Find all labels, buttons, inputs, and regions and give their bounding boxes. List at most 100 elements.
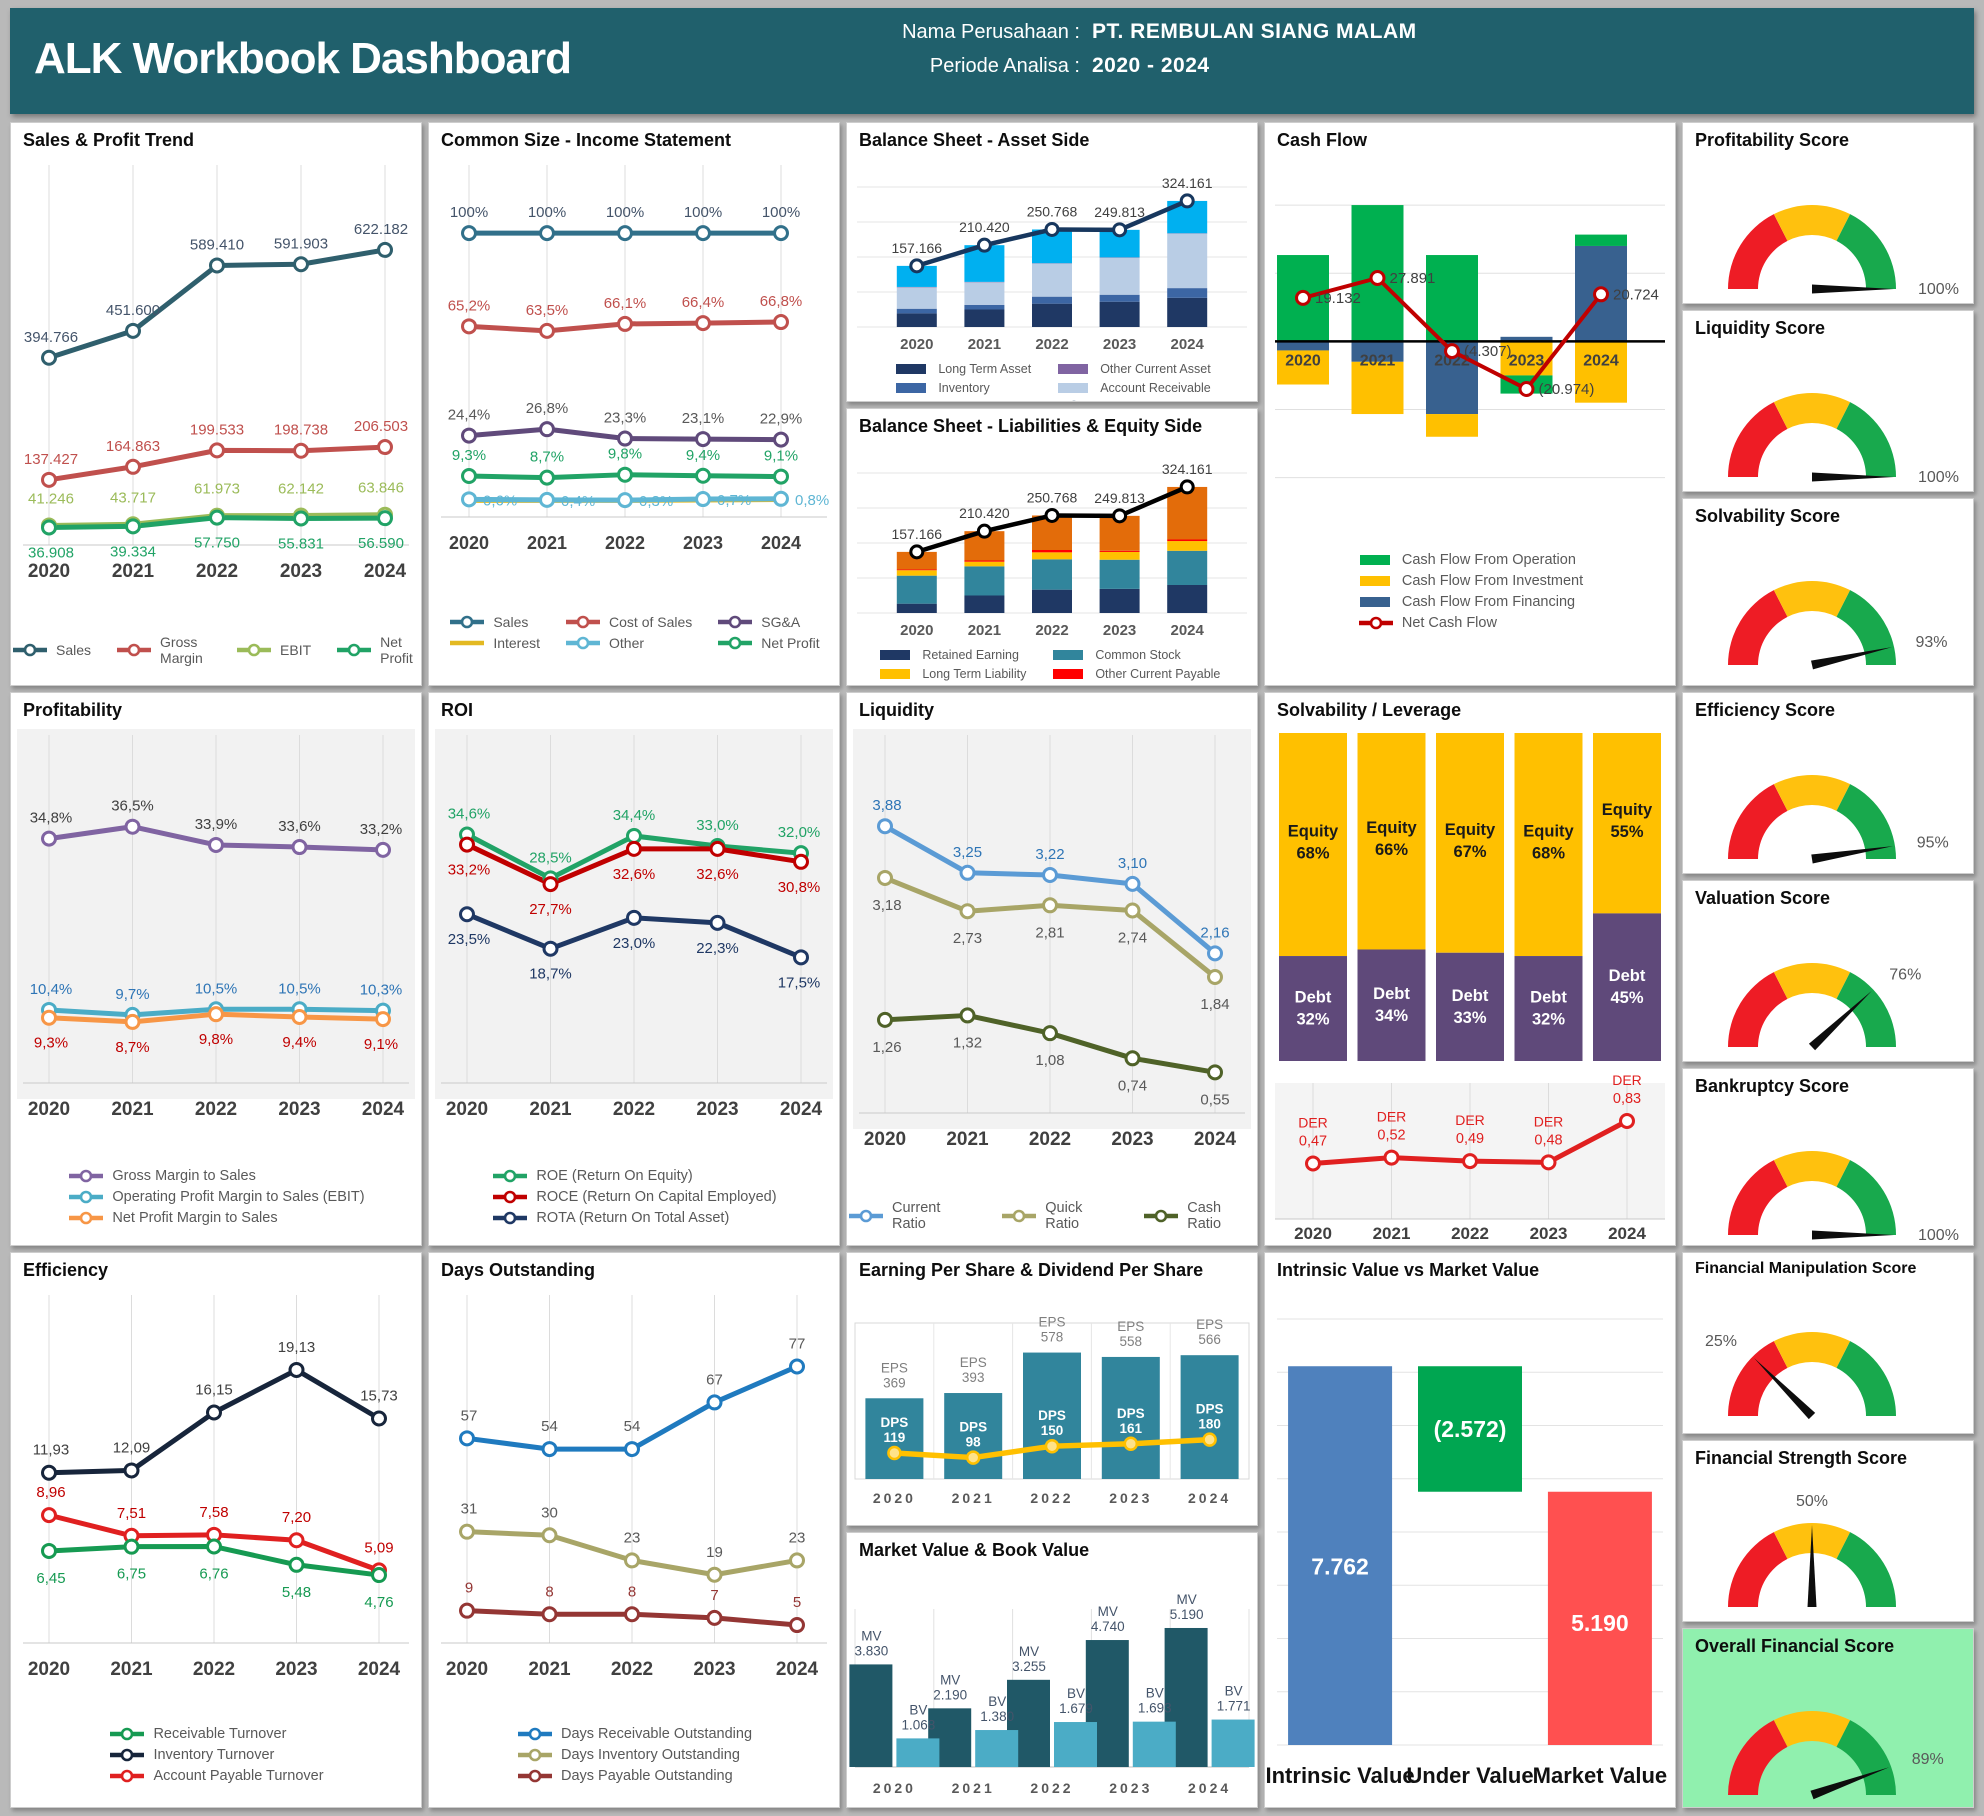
panel-title: Liquidity Score [1695, 318, 1826, 338]
legend-item: Net Profit [335, 634, 421, 666]
svg-text:17,5%: 17,5% [778, 974, 821, 991]
panel-valuation-score: Valuation Score 76% [1682, 880, 1974, 1062]
panel-overall-financial-score: Overall Financial Score 89% [1682, 1628, 1974, 1808]
panel-days-outstanding: Days Outstanding 57 54 54 67 77 31 30 23 19 23 9 8 8… [428, 1252, 840, 1808]
svg-text:369: 369 [883, 1375, 906, 1390]
svg-text:77: 77 [789, 1336, 806, 1353]
svg-text:20.724: 20.724 [1613, 286, 1659, 303]
svg-text:2020: 2020 [28, 561, 70, 582]
svg-text:566: 566 [1198, 1332, 1221, 1347]
roi-chart: 34,6% 28,5% 34,4% 33,0% 32,0% 33,2% 27,7% 32,6%… [429, 723, 839, 1164]
svg-text:Debt: Debt [1373, 985, 1410, 1003]
svg-text:5: 5 [793, 1594, 801, 1611]
svg-text:DPS: DPS [959, 1420, 987, 1435]
panel-title: Liquidity [859, 700, 934, 720]
svg-text:8,96: 8,96 [36, 1484, 65, 1501]
svg-text:2023: 2023 [693, 1659, 735, 1680]
svg-text:4,76: 4,76 [364, 1594, 393, 1611]
legend-label: Long Term Liability [922, 667, 1027, 681]
svg-text:36.908: 36.908 [28, 544, 74, 561]
legend-label: Current Ratio [892, 1200, 941, 1232]
panel-title: Common Size - Income Statement [441, 130, 732, 150]
legend-item: Other Current Payable [1050, 667, 1226, 681]
svg-text:66%: 66% [1375, 841, 1408, 859]
legend-label: Sales [493, 614, 529, 630]
svg-text:7,20: 7,20 [282, 1509, 311, 1526]
svg-text:EPS: EPS [960, 1355, 987, 1370]
svg-text:BV: BV [1225, 1684, 1243, 1699]
panel-solvability-score: Solvability Score 93% [1682, 498, 1974, 686]
svg-text:MV: MV [861, 1628, 881, 1643]
svg-text:3,10: 3,10 [1118, 855, 1147, 872]
valuation-score-gauge: 76% [1683, 911, 1973, 1061]
legend-label: Days Payable Outstanding [560, 1768, 733, 1784]
svg-text:25%: 25% [1705, 1333, 1737, 1350]
svg-text:100%: 100% [450, 204, 488, 221]
svg-text:137.427: 137.427 [24, 451, 78, 468]
svg-text:2024: 2024 [1583, 352, 1619, 369]
legend-label: EBIT [280, 642, 312, 658]
svg-text:DPS: DPS [1038, 1408, 1066, 1423]
legend-label: Common Stock [1095, 648, 1181, 662]
svg-text:578: 578 [1041, 1330, 1064, 1345]
svg-text:66,4%: 66,4% [682, 294, 725, 311]
svg-text:2023: 2023 [278, 1099, 320, 1120]
panel-profitability-score: Profitability Score 100% [1682, 122, 1974, 304]
period-value: 2020 - 2024 [1092, 54, 1210, 77]
legend-label: Quick Ratio [1045, 1200, 1083, 1232]
svg-text:2024: 2024 [358, 1659, 401, 1680]
svg-text:2020: 2020 [449, 533, 489, 553]
svg-text:67: 67 [706, 1371, 723, 1388]
panel-title: Balance Sheet - Asset Side [859, 130, 1090, 150]
svg-text:2023: 2023 [280, 561, 322, 582]
panel-title: Financial Strength Score [1695, 1448, 1908, 1468]
legend-label: SG&A [761, 614, 801, 630]
svg-text:39.334: 39.334 [110, 543, 156, 560]
legend-label: Cash Flow From Operation [1401, 552, 1576, 568]
svg-text:0,48: 0,48 [1534, 1132, 1562, 1148]
svg-text:324.161: 324.161 [1162, 461, 1213, 477]
svg-text:66,8%: 66,8% [760, 293, 803, 310]
svg-text:589.410: 589.410 [190, 236, 244, 253]
legend-item: Other Current Asset [1055, 362, 1211, 376]
svg-text:23,0%: 23,0% [613, 935, 656, 952]
legend-label: Receivable Turnover [153, 1726, 287, 1742]
svg-text:50%: 50% [1796, 1493, 1828, 1510]
panel-balance-liabilities: Balance Sheet - Liabilities & Equity Sid… [846, 408, 1258, 686]
svg-text:10,5%: 10,5% [278, 980, 321, 997]
svg-text:DER: DER [1455, 1112, 1485, 1128]
panel-balance-asset: Balance Sheet - Asset Side 157.166 210.42… [846, 122, 1258, 402]
svg-text:9,8%: 9,8% [199, 1031, 233, 1048]
svg-text:0,74: 0,74 [1118, 1077, 1147, 1094]
svg-text:100%: 100% [684, 204, 722, 221]
svg-text:2024: 2024 [1194, 1129, 1237, 1150]
svg-text:45%: 45% [1610, 989, 1643, 1007]
svg-text:1.679: 1.679 [1059, 1701, 1093, 1716]
legend-item: EBIT [235, 634, 311, 666]
svg-text:63,5%: 63,5% [526, 302, 569, 319]
svg-text:32%: 32% [1296, 1011, 1329, 1029]
legend-label: Operating Profit Margin to Sales (EBIT) [112, 1189, 365, 1205]
svg-text:2022: 2022 [195, 1099, 237, 1120]
svg-text:210.420: 210.420 [959, 219, 1010, 235]
svg-text:2024: 2024 [1608, 1224, 1646, 1243]
panel-title: Valuation Score [1695, 888, 1831, 908]
svg-text:10,5%: 10,5% [195, 980, 238, 997]
legend-item: ROCE (Return On Capital Employed) [491, 1189, 777, 1205]
svg-text:62.142: 62.142 [278, 481, 324, 498]
svg-text:MV: MV [1176, 1592, 1196, 1607]
svg-text:65,2%: 65,2% [448, 297, 491, 314]
legend-item: Cash Flow From Operation [1357, 552, 1583, 568]
svg-text:2023: 2023 [1103, 336, 1136, 353]
svg-text:8,7%: 8,7% [530, 449, 564, 466]
svg-text:55.831: 55.831 [278, 536, 324, 553]
legend-item: Account Receivable [1055, 381, 1211, 395]
panel-common-size: Common Size - Income Statement 100% 100% 1… [428, 122, 840, 686]
panel-title: Efficiency [23, 1260, 109, 1280]
svg-text:1,84: 1,84 [1200, 996, 1229, 1013]
svg-text:23,5%: 23,5% [448, 931, 491, 948]
svg-text:2020: 2020 [873, 1490, 916, 1506]
svg-text:19: 19 [706, 1544, 723, 1561]
svg-text:4.740: 4.740 [1091, 1619, 1125, 1634]
liquidity-chart: 3,88 3,25 3,22 3,10 2,16 3,18 2,73 2,81 2,74 1,84… [847, 723, 1257, 1196]
